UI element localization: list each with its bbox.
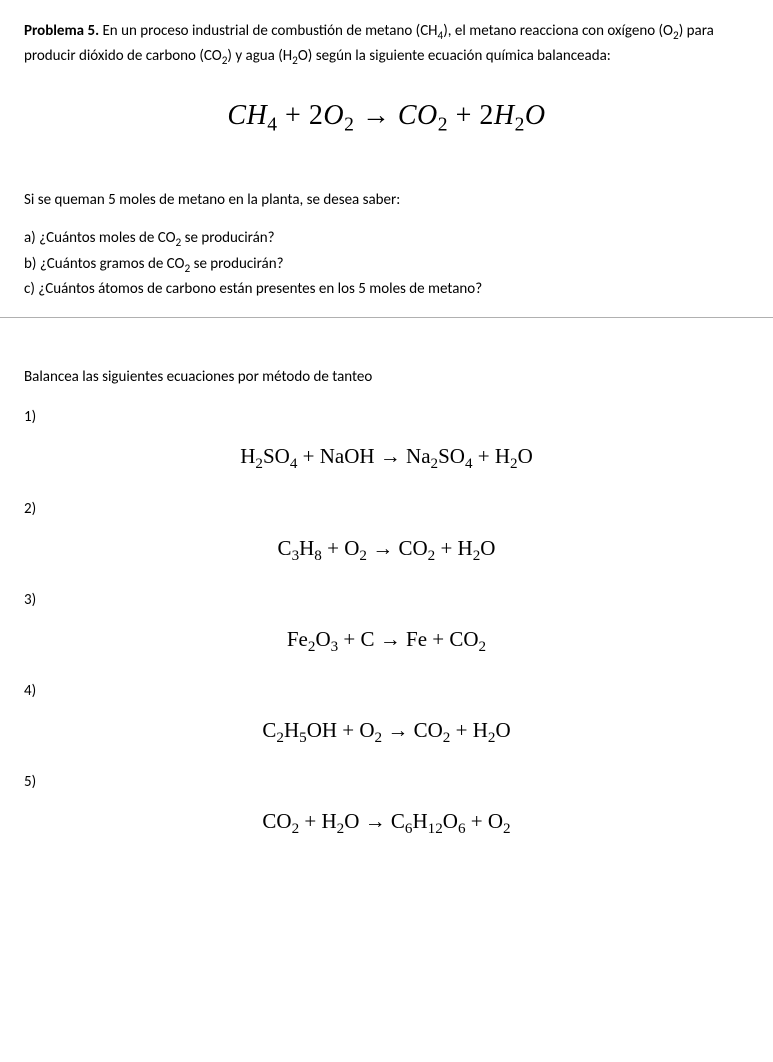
equation-number: 2) <box>24 500 749 518</box>
product-co2: CO2 <box>398 100 448 131</box>
section-divider <box>0 317 773 318</box>
equations-container: 1) H2SO4 + NaOH → Na2SO4 + H2O 2) C3H8 + O2… <box>24 408 749 838</box>
equation-block: 2) C3H8 + O2 → CO2 + H2O <box>24 500 749 565</box>
equation-formula: C2H5OH + O2 → CO2 + H2O <box>24 718 749 747</box>
equation-number: 5) <box>24 773 749 791</box>
equation-formula: Fe2O3 + C → Fe + CO2 <box>24 627 749 656</box>
main-equation: CH4 + 2O2 → CO2 + 2H2O <box>24 100 749 137</box>
question-c: c) ¿Cuántos átomos de carbono están pres… <box>24 278 749 301</box>
problem-text-1: En un proceso industrial de combustión d… <box>99 22 437 40</box>
equation-block: 4) C2H5OH + O2 → CO2 + H2O <box>24 682 749 747</box>
question-list: a) ¿Cuántos moles de CO2 se producirán? … <box>24 227 749 301</box>
problem-text-5: O) según la siguiente ecuación química b… <box>298 47 611 65</box>
equation-block: 3) Fe2O3 + C → Fe + CO2 <box>24 591 749 656</box>
reactant-ch4: CH4 <box>227 100 277 131</box>
equation-number: 4) <box>24 682 749 700</box>
equation-block: 1) H2SO4 + NaOH → Na2SO4 + H2O <box>24 408 749 473</box>
problem-text-2: ), el metano reacciona con oxígeno (O <box>443 22 673 40</box>
product-h2o: H2O <box>494 100 546 131</box>
equation-number: 1) <box>24 408 749 426</box>
intro-line: Si se queman 5 moles de metano en la pla… <box>24 191 749 209</box>
equation-formula: C3H8 + O2 → CO2 + H2O <box>24 536 749 565</box>
equation-formula: H2SO4 + NaOH → Na2SO4 + H2O <box>24 444 749 473</box>
equation-block: 5) CO2 + H2O → C6H12O6 + O2 <box>24 773 749 838</box>
question-b: b) ¿Cuántos gramos de CO2 se producirán? <box>24 253 749 278</box>
balance-intro: Balancea las siguientes ecuaciones por m… <box>24 368 749 386</box>
equation-number: 3) <box>24 591 749 609</box>
equation-formula: CO2 + H2O → C6H12O6 + O2 <box>24 809 749 838</box>
problem-statement: Problema 5. En un proceso industrial de … <box>24 20 749 70</box>
problem-text-4: ) y agua (H <box>227 47 292 65</box>
problem-label: Problema 5. <box>24 22 99 40</box>
reactant-o2: O2 <box>323 100 354 131</box>
question-a: a) ¿Cuántos moles de CO2 se producirán? <box>24 227 749 252</box>
